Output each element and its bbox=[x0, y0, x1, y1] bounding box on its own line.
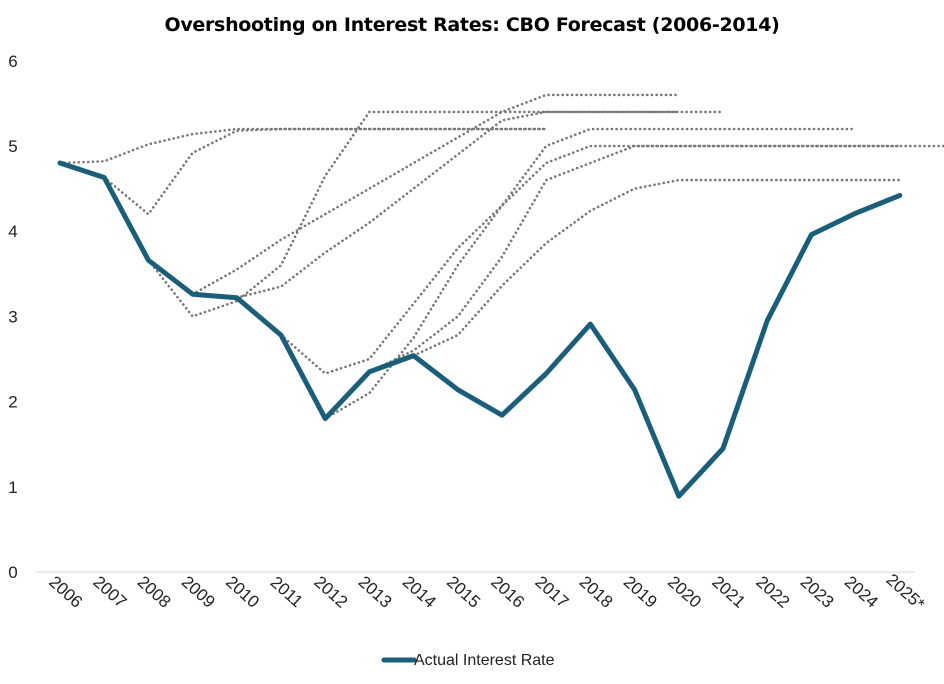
x-tick-label: 2022 bbox=[752, 572, 793, 611]
x-tick-label: 2016 bbox=[487, 572, 528, 611]
forecast-line-4 bbox=[191, 93, 681, 296]
y-tick-label: 0 bbox=[8, 563, 17, 582]
x-tick-label: 2017 bbox=[531, 572, 572, 611]
x-tick-label: 2025* bbox=[883, 570, 929, 614]
actual-series bbox=[57, 160, 903, 499]
y-tick-label: 6 bbox=[8, 52, 17, 71]
forecast-line-5 bbox=[235, 110, 725, 300]
chart-title: Overshooting on Interest Rates: CBO Fore… bbox=[164, 14, 780, 36]
forecast-line-9 bbox=[412, 178, 902, 357]
x-tick-label: 2015 bbox=[443, 572, 484, 611]
x-tick-label: 2018 bbox=[576, 572, 617, 611]
y-tick-label: 1 bbox=[8, 478, 17, 497]
x-axis: 2006 2007 2008 2009 2010 2011 2012 2013 2014 2015… bbox=[35, 570, 929, 614]
x-tick-label: 2011 bbox=[267, 573, 307, 612]
x-tick-label: 2020 bbox=[664, 572, 705, 611]
series-line-actual-interest-rate bbox=[57, 160, 903, 499]
forecast-line-7 bbox=[323, 144, 944, 420]
legend-label: Actual Interest Rate bbox=[414, 652, 555, 669]
x-tick-label: 2007 bbox=[89, 572, 130, 611]
forecast-line-2 bbox=[102, 127, 548, 216]
x-tick-label: 2013 bbox=[355, 572, 396, 611]
y-tick-label: 3 bbox=[8, 307, 17, 326]
x-tick-label: 2006 bbox=[45, 572, 86, 611]
legend: Actual Interest Rate bbox=[381, 652, 555, 669]
x-tick-label: 2023 bbox=[797, 572, 838, 611]
forecast-line-6 bbox=[279, 127, 857, 375]
y-tick-label: 4 bbox=[8, 222, 17, 241]
forecast-lines bbox=[58, 93, 944, 420]
forecast-line-1 bbox=[58, 127, 548, 165]
x-tick-label: 2008 bbox=[134, 572, 175, 611]
x-tick-label: 2014 bbox=[399, 572, 440, 611]
y-axis: 0 1 2 3 4 5 6 bbox=[8, 52, 17, 582]
forecast-line-8 bbox=[368, 144, 902, 374]
y-tick-label: 5 bbox=[8, 137, 17, 156]
x-tick-label: 2010 bbox=[222, 572, 263, 611]
x-tick-label: 2019 bbox=[620, 572, 661, 611]
x-tick-label: 2024 bbox=[841, 572, 882, 611]
x-tick-label: 2009 bbox=[178, 572, 219, 611]
y-tick-label: 2 bbox=[8, 393, 17, 412]
forecast-line-3 bbox=[147, 110, 681, 318]
x-tick-label: 2012 bbox=[310, 572, 351, 611]
x-tick-label: 2021 bbox=[708, 572, 749, 611]
